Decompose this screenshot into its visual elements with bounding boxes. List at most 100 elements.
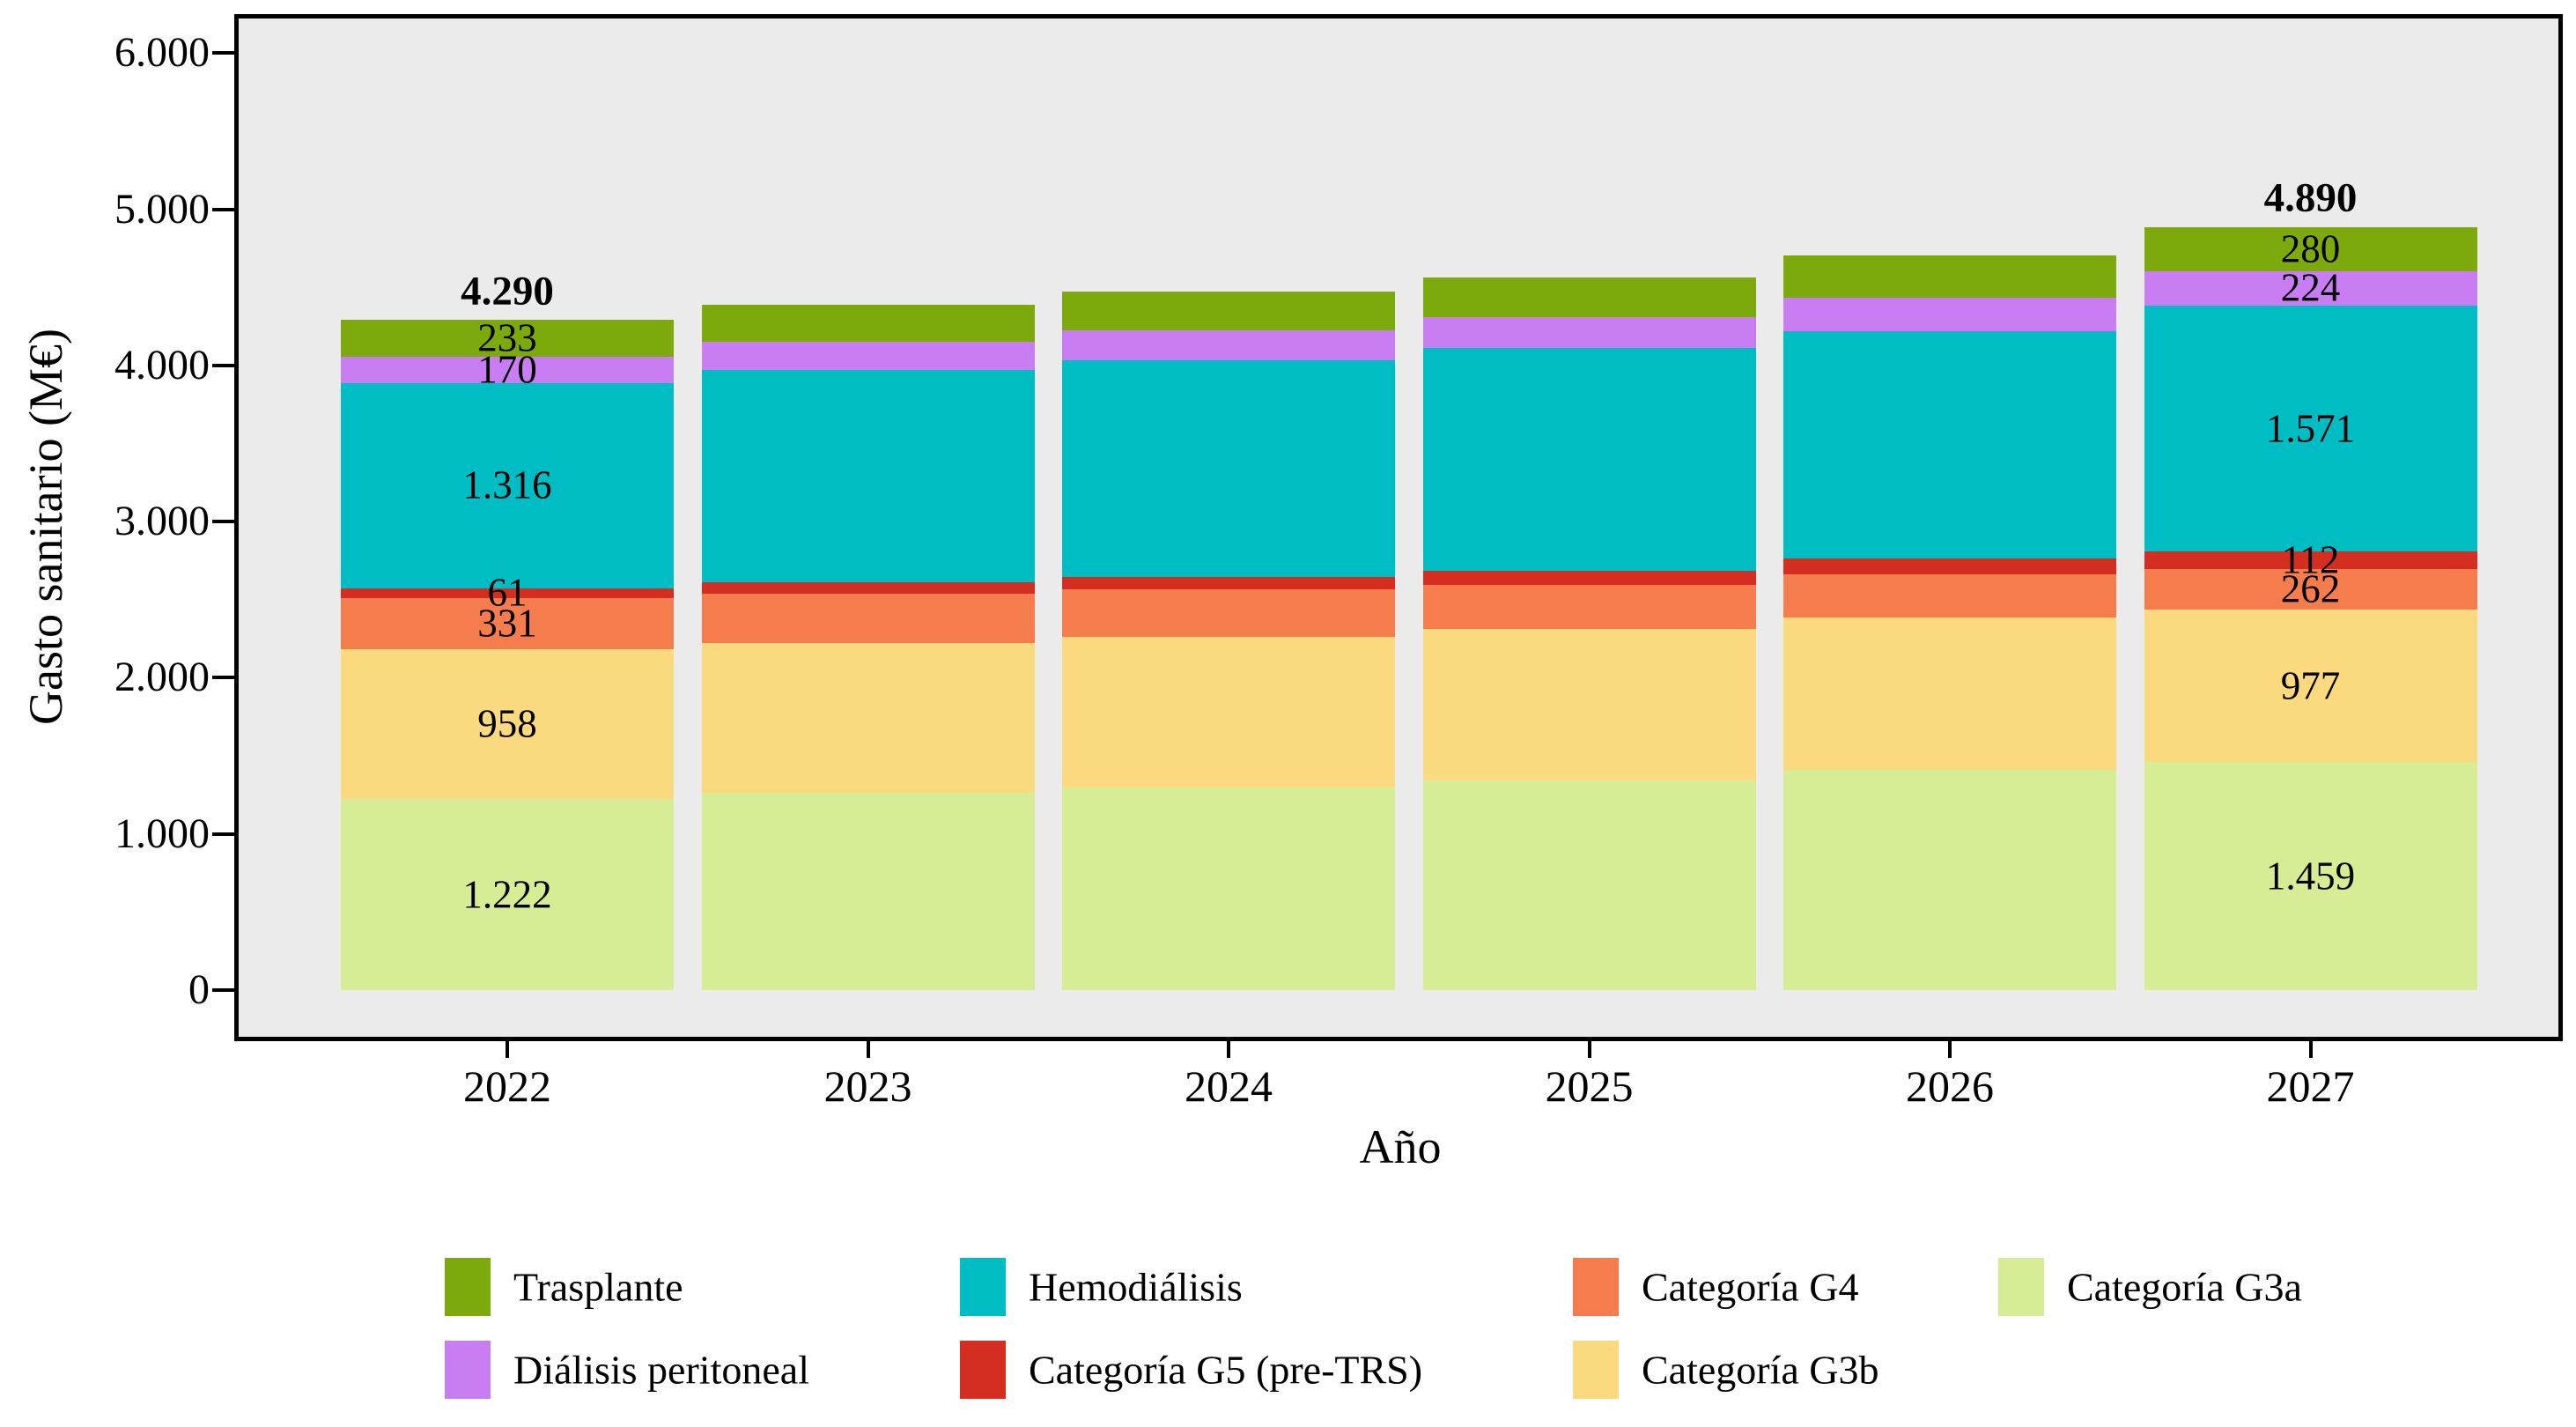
bar-segment-2026 [1783,330,2116,559]
bar-segment-2022 [341,588,674,598]
bar-segment-2026 [1783,558,2116,574]
y-axis-tick [212,51,234,55]
x-axis-tick [1587,1037,1591,1058]
y-axis-tick [212,988,234,992]
legend-item-label: Categoría G3b [1642,1347,1879,1393]
legend-color-swatch [1573,1341,1619,1399]
y-axis-tick [212,363,234,367]
legend-item-label: Categoría G5 (pre-TRS) [1029,1347,1423,1393]
bar-segment-value-label: 958 [477,701,537,746]
bar-segment-2024 [1062,636,1395,787]
bar-segment-2026 [1783,255,2116,299]
y-axis-tick [212,676,234,680]
legend-color-swatch [960,1341,1006,1399]
bar-segment-value-label: 1.316 [462,462,552,507]
bar-segment-2025 [1422,571,1756,585]
bar-segment-2026 [1783,573,2116,618]
bar-segment-2025 [1422,629,1756,780]
bar-segment-2024 [1062,291,1395,330]
bar-segment-2023 [701,642,1035,793]
bar-segment-value-label: 1.459 [2265,854,2356,898]
y-axis-tick-label: 6.000 [114,29,210,77]
y-axis-tick-label: 5.000 [114,185,210,233]
x-axis-tick [866,1037,870,1058]
bar-segment-2024 [1062,577,1395,590]
bar-segment-2025 [1422,348,1756,572]
bar-segment-2027 [2144,762,2477,990]
bar-segment-value-label: 1.222 [462,872,552,917]
bar-segment-2025 [1422,317,1756,349]
bar-segment-2024 [1062,329,1395,360]
bar-segment-2022 [341,382,674,588]
bar-segment-value-label: 61 [487,570,528,615]
y-axis-tick-label: 4.000 [114,341,210,388]
bar-segment-2025 [1422,780,1756,990]
bar-segment-2024 [1062,589,1395,637]
bar-total-label: 4.890 [2263,174,2358,221]
y-axis-tick-label: 1.000 [114,810,210,857]
legend-item-label: Categoría G4 [1642,1264,1859,1310]
bar-segment-value-label: 1.571 [2265,406,2356,451]
bar-segment-value-label: 331 [477,601,537,646]
bar-segment-2023 [701,342,1035,371]
legend-color-swatch [445,1258,491,1316]
bar-segment-value-label: 224 [2280,265,2341,310]
y-axis-tick-label: 3.000 [114,498,210,545]
bar-segment-2022 [341,799,674,990]
bar-segment-value-label: 977 [2280,663,2341,708]
legend-item-label: Hemodiálisis [1029,1264,1243,1310]
bar-segment-2027 [2144,270,2477,307]
y-axis-tick [212,520,234,524]
bar-segment-2027 [2144,306,2477,551]
bar-segment-2023 [701,304,1035,343]
bar-segment-2026 [1783,770,2116,990]
x-axis-tick-label: 2027 [2266,1061,2355,1111]
bar-total-label: 4.290 [461,268,554,314]
bar-segment-2025 [1422,277,1756,318]
x-axis-tick [1948,1037,1952,1058]
legend-color-swatch [445,1341,491,1399]
bar-segment-2024 [1062,359,1395,578]
legend-item-label: Trasplante [513,1264,683,1310]
legend-color-swatch [960,1258,1006,1316]
legend-item-label: Diálisis peritoneal [513,1347,809,1393]
bar-segment-2023 [701,593,1035,643]
x-axis-tick [2308,1037,2313,1058]
bar-segment-2027 [2144,568,2477,610]
legend-color-swatch [1998,1258,2044,1316]
x-axis-tick [506,1037,509,1058]
bar-segment-value-label: 280 [2280,226,2341,271]
bar-segment-value-label: 170 [477,347,537,392]
y-axis-tick-label: 2.000 [114,654,210,701]
bar-segment-2025 [1422,584,1756,630]
y-axis-tick-label: 0 [188,966,210,1013]
bar-segment-2022 [341,597,674,650]
legend-color-swatch [1573,1258,1619,1316]
x-axis-tick-label: 2026 [1906,1061,1994,1111]
y-axis-tick [212,832,234,836]
bar-segment-value-label: 262 [2280,566,2341,611]
x-axis-tick-label: 2022 [463,1061,551,1111]
bar-segment-2023 [701,792,1035,990]
bar-segment-value-label: 233 [477,315,537,360]
bar-segment-2023 [701,370,1035,583]
x-axis-tick [1227,1037,1230,1058]
bar-segment-2024 [1062,787,1395,990]
bar-segment-2026 [1783,298,2116,331]
bar-segment-value-label: 112 [2281,537,2340,582]
y-axis-tick [212,207,234,211]
x-axis-title: Año [1359,1120,1442,1173]
bar-segment-2022 [341,649,674,800]
x-axis-tick-label: 2024 [1185,1061,1273,1111]
bar-segment-2022 [341,356,674,383]
bar-segment-2026 [1783,617,2116,770]
bar-segment-2023 [701,582,1035,594]
x-axis-tick-label: 2023 [823,1061,912,1111]
legend-item-label: Categoría G3a [2067,1264,2302,1310]
x-axis-tick-label: 2025 [1545,1061,1634,1111]
bar-segment-2027 [2144,226,2477,271]
bar-segment-2022 [341,320,674,357]
bar-segment-2027 [2144,610,2477,763]
bar-segment-2027 [2144,551,2477,569]
